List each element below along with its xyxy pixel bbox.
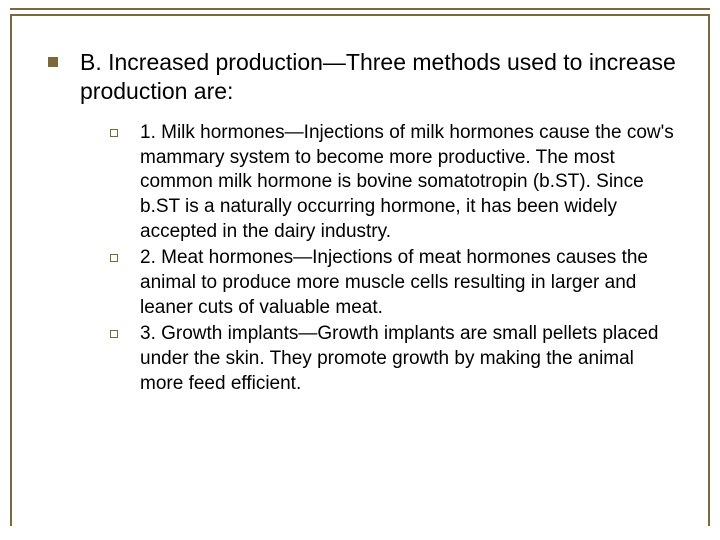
square-bullet-icon xyxy=(48,57,58,67)
outline-level2-list: 1. Milk hormones—Injections of milk horm… xyxy=(110,121,680,397)
outline-item-text: 3. Growth implants—Growth implants are s… xyxy=(140,322,680,396)
outline-level2-item: 1. Milk hormones—Injections of milk horm… xyxy=(110,121,680,244)
outline-item-text: 2. Meat hormones—Injections of meat horm… xyxy=(140,246,680,320)
outline-level1-item: B. Increased production—Three methods us… xyxy=(48,48,680,107)
outline-level2-item: 3. Growth implants—Growth implants are s… xyxy=(110,322,680,396)
outline-heading-text: B. Increased production—Three methods us… xyxy=(80,48,680,107)
slide-content: B. Increased production—Three methods us… xyxy=(48,48,680,398)
outline-item-text: 1. Milk hormones—Injections of milk horm… xyxy=(140,121,680,244)
square-outline-bullet-icon xyxy=(110,254,118,262)
square-outline-bullet-icon xyxy=(110,330,118,338)
outline-level2-item: 2. Meat hormones—Injections of meat horm… xyxy=(110,246,680,320)
square-outline-bullet-icon xyxy=(110,129,118,137)
